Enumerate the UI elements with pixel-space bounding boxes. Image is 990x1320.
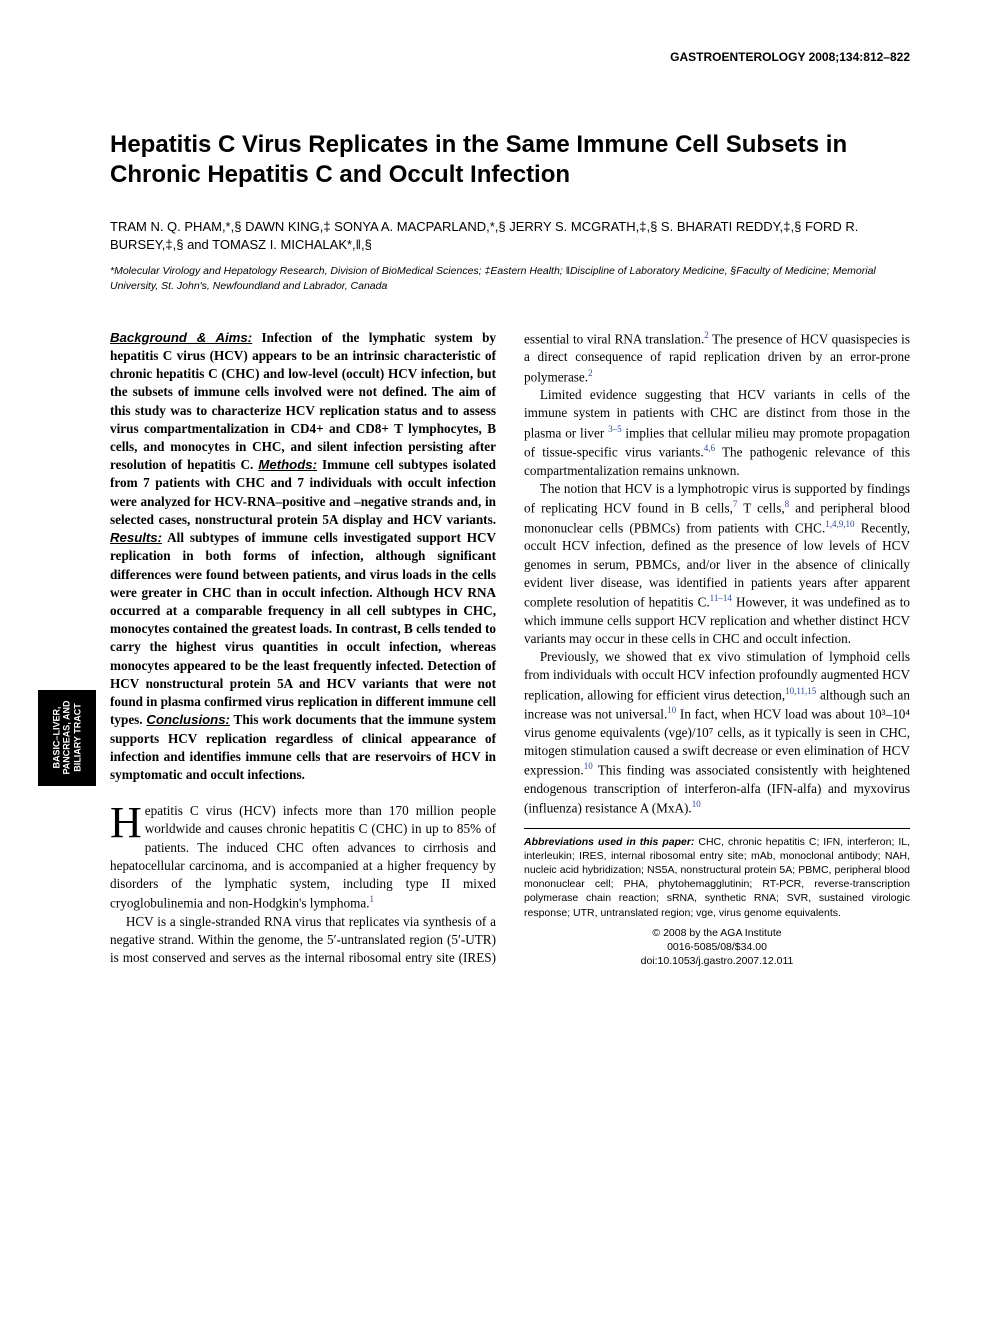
body-para-1: Hepatitis C virus (HCV) infects more tha…	[110, 802, 496, 913]
body-p4b: T cells,	[737, 501, 784, 516]
abbreviations-box: Abbreviations used in this paper: CHC, c…	[524, 828, 910, 920]
section-tab: BASIC–LIVER, PANCREAS, AND BILIARY TRACT	[38, 690, 96, 786]
ref-link[interactable]: 2	[588, 368, 593, 378]
section-tab-line2: PANCREAS, AND	[62, 701, 72, 775]
ref-link[interactable]: 1,4,9,10	[825, 519, 854, 529]
authors: TRAM N. Q. PHAM,*,§ DAWN KING,‡ SONYA A.…	[110, 218, 910, 254]
ref-link[interactable]: 10	[667, 705, 676, 715]
ref-link[interactable]: 10	[692, 799, 701, 809]
abstract-bg-text: Infection of the lymphatic system by hep…	[110, 330, 496, 473]
running-header: GASTROENTEROLOGY 2008;134:812–822	[670, 50, 910, 64]
affiliations: *Molecular Virology and Hepatology Resea…	[110, 264, 910, 292]
abstract-methods-label: Methods:	[258, 457, 317, 472]
abstract-results-text: All subtypes of immune cells investigate…	[110, 530, 496, 727]
abbr-lead: Abbreviations used in this paper:	[524, 836, 694, 848]
abstract-bg-label: Background & Aims:	[110, 330, 252, 345]
ref-link[interactable]: 10	[584, 761, 593, 771]
article-title: Hepatitis C Virus Replicates in the Same…	[110, 130, 910, 190]
copyright-block: © 2008 by the AGA Institute 0016-5085/08…	[524, 926, 910, 969]
dropcap: H	[110, 802, 145, 841]
abstract: Background & Aims: Infection of the lymp…	[110, 329, 496, 784]
section-tab-line1: BASIC–LIVER,	[51, 707, 61, 769]
ref-link[interactable]: 1	[370, 894, 375, 904]
ref-link[interactable]: 10,11,15	[785, 686, 816, 696]
abstract-results-label: Results:	[110, 530, 162, 545]
copyright-line1: © 2008 by the AGA Institute	[652, 927, 781, 939]
body-para-4: The notion that HCV is a lymphotropic vi…	[524, 480, 910, 648]
body-para-3: Limited evidence suggesting that HCV var…	[524, 386, 910, 480]
ref-link[interactable]: 3–5	[608, 424, 622, 434]
abbr-text: CHC, chronic hepatitis C; IFN, interfero…	[524, 836, 910, 919]
body-para-5: Previously, we showed that ex vivo stimu…	[524, 648, 910, 818]
body-p1a: epatitis C virus (HCV) infects more than…	[110, 803, 496, 910]
body-columns: Background & Aims: Infection of the lymp…	[110, 329, 910, 969]
copyright-line2: 0016-5085/08/$34.00	[667, 941, 767, 953]
section-tab-line3: BILIARY TRACT	[72, 704, 82, 773]
copyright-line3: doi:10.1053/j.gastro.2007.12.011	[641, 955, 794, 967]
abstract-concl-label: Conclusions:	[146, 712, 230, 727]
ref-link[interactable]: 11–14	[710, 593, 732, 603]
ref-link[interactable]: 4,6	[704, 443, 715, 453]
